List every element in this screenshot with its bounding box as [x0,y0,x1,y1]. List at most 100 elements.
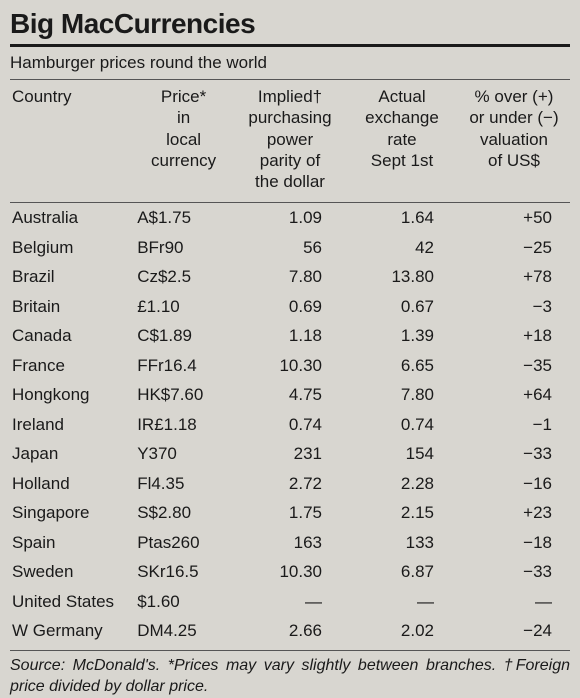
cell-price: SKr16.5 [133,557,234,587]
cell-country: Brazil [10,262,133,292]
cell-pct: −1 [458,410,570,440]
cell-ppp: 2.66 [234,616,346,650]
table-body: AustraliaA$1.751.091.64+50BelgiumBFr9056… [10,203,570,651]
cell-rate: 1.39 [346,321,458,351]
cell-ppp: 1.18 [234,321,346,351]
table-row: United States$1.60——— [10,587,570,617]
cell-rate: 6.65 [346,351,458,381]
cell-rate: 7.80 [346,380,458,410]
cell-price: $1.60 [133,587,234,617]
cell-ppp: 10.30 [234,557,346,587]
cell-price: C$1.89 [133,321,234,351]
cell-country: Britain [10,292,133,322]
cell-pct: +18 [458,321,570,351]
table-row: SingaporeS$2.801.752.15+23 [10,498,570,528]
cell-pct: −33 [458,557,570,587]
cell-country: Sweden [10,557,133,587]
page-title: Big MacCurrencies [10,8,570,47]
cell-rate: — [346,587,458,617]
cell-price: £1.10 [133,292,234,322]
cell-pct: +64 [458,380,570,410]
cell-rate: 2.15 [346,498,458,528]
cell-rate: 0.67 [346,292,458,322]
cell-rate: 42 [346,233,458,263]
cell-ppp: 231 [234,439,346,469]
table-row: SwedenSKr16.510.306.87−33 [10,557,570,587]
cell-pct: −24 [458,616,570,650]
table-row: HollandFl4.352.722.28−16 [10,469,570,499]
cell-rate: 6.87 [346,557,458,587]
cell-price: Ptas260 [133,528,234,558]
cell-ppp: — [234,587,346,617]
table-row: W GermanyDM4.252.662.02−24 [10,616,570,650]
cell-ppp: 0.74 [234,410,346,440]
cell-rate: 133 [346,528,458,558]
cell-rate: 2.28 [346,469,458,499]
cell-ppp: 1.75 [234,498,346,528]
cell-ppp: 7.80 [234,262,346,292]
cell-pct: −35 [458,351,570,381]
col-pct: % over (+)or under (−)valuationof US$ [458,82,570,203]
cell-pct: +23 [458,498,570,528]
col-country: Country [10,82,133,203]
cell-ppp: 56 [234,233,346,263]
cell-price: FFr16.4 [133,351,234,381]
cell-price: BFr90 [133,233,234,263]
cell-country: Hongkong [10,380,133,410]
cell-price: HK$7.60 [133,380,234,410]
cell-rate: 2.02 [346,616,458,650]
table-row: HongkongHK$7.604.757.80+64 [10,380,570,410]
cell-price: Fl4.35 [133,469,234,499]
cell-ppp: 163 [234,528,346,558]
cell-pct: −3 [458,292,570,322]
table-row: IrelandIR£1.180.740.74−1 [10,410,570,440]
table-row: SpainPtas260163133−18 [10,528,570,558]
cell-ppp: 1.09 [234,203,346,233]
cell-country: Canada [10,321,133,351]
cell-pct: −16 [458,469,570,499]
cell-ppp: 10.30 [234,351,346,381]
table-row: CanadaC$1.891.181.39+18 [10,321,570,351]
table-row: Britain£1.100.690.67−3 [10,292,570,322]
cell-pct: +78 [458,262,570,292]
table-row: JapanY370231154−33 [10,439,570,469]
cell-rate: 0.74 [346,410,458,440]
cell-country: Australia [10,203,133,233]
cell-pct: −25 [458,233,570,263]
col-ppp: Implied†purchasingpowerparity ofthe doll… [234,82,346,203]
cell-pct: −33 [458,439,570,469]
table-row: BrazilCz$2.57.8013.80+78 [10,262,570,292]
cell-country: Holland [10,469,133,499]
price-table: Country Price*inlocalcurrency Implied†pu… [10,82,570,651]
cell-pct: −18 [458,528,570,558]
cell-price: Y370 [133,439,234,469]
cell-price: DM4.25 [133,616,234,650]
cell-price: S$2.80 [133,498,234,528]
table-row: FranceFFr16.410.306.65−35 [10,351,570,381]
cell-country: United States [10,587,133,617]
cell-ppp: 0.69 [234,292,346,322]
col-rate: ActualexchangerateSept 1st [346,82,458,203]
table-row: BelgiumBFr905642−25 [10,233,570,263]
subtitle: Hamburger prices round the world [10,49,570,80]
cell-pct: — [458,587,570,617]
cell-ppp: 4.75 [234,380,346,410]
cell-rate: 154 [346,439,458,469]
cell-country: Belgium [10,233,133,263]
cell-country: Ireland [10,410,133,440]
cell-pct: +50 [458,203,570,233]
cell-country: Singapore [10,498,133,528]
table-row: AustraliaA$1.751.091.64+50 [10,203,570,233]
col-price: Price*inlocalcurrency [133,82,234,203]
cell-rate: 13.80 [346,262,458,292]
cell-price: A$1.75 [133,203,234,233]
cell-rate: 1.64 [346,203,458,233]
footnote: Source: McDonald's. *Prices may vary sli… [10,651,570,698]
cell-ppp: 2.72 [234,469,346,499]
cell-country: Spain [10,528,133,558]
cell-country: Japan [10,439,133,469]
cell-price: IR£1.18 [133,410,234,440]
cell-country: France [10,351,133,381]
cell-price: Cz$2.5 [133,262,234,292]
cell-country: W Germany [10,616,133,650]
